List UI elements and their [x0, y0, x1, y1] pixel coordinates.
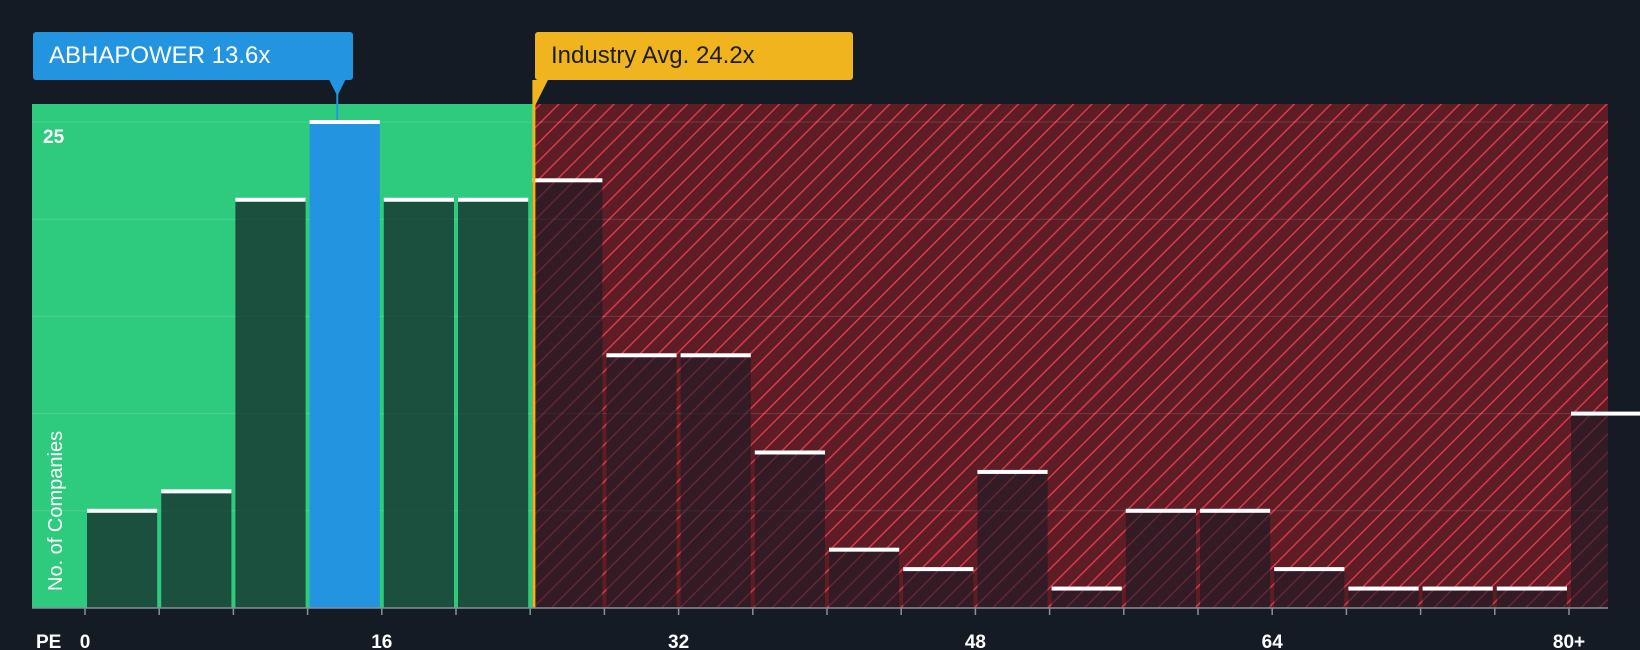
bar-top-cap — [458, 197, 529, 202]
bar-top-cap — [1496, 586, 1567, 591]
x-tick-label: 0 — [80, 632, 91, 650]
histogram-bar — [680, 355, 751, 608]
bar-top-cap — [1200, 508, 1271, 513]
histogram-bar — [977, 471, 1048, 608]
histogram-bar — [606, 355, 677, 608]
histogram-bar — [1051, 588, 1122, 608]
histogram-bar — [754, 452, 825, 608]
y-axis-label: No. of Companies — [45, 431, 67, 591]
histogram-bar — [235, 199, 306, 608]
bar-top-cap — [235, 197, 306, 202]
bar-top-cap — [1571, 411, 1640, 416]
x-tick-label: 48 — [965, 632, 986, 650]
histogram-bar — [903, 569, 974, 608]
bar-top-cap — [903, 567, 974, 572]
histogram-bar — [1200, 510, 1271, 608]
industry-avg-callout: Industry Avg. 24.2x — [535, 32, 853, 80]
bar-top-cap — [977, 469, 1048, 474]
histogram-bar — [383, 199, 454, 608]
bar-top-cap — [1422, 586, 1493, 591]
bar-top-cap — [754, 450, 825, 455]
histogram-bar — [1422, 588, 1493, 608]
histogram-bar — [1496, 588, 1567, 608]
histogram-bar — [1348, 588, 1419, 608]
bar-top-cap — [1125, 508, 1196, 513]
histogram-bar — [1274, 569, 1345, 608]
bar-top-cap — [1348, 586, 1419, 591]
bar-top-cap — [161, 489, 232, 494]
bar-top-cap — [680, 353, 751, 358]
bar-top-cap — [606, 353, 677, 358]
x-tick-label: 80+ — [1553, 632, 1585, 650]
histogram-bar — [458, 199, 529, 608]
histogram-bar — [87, 510, 158, 608]
bar-top-cap — [829, 547, 900, 552]
bar-top-cap — [1051, 586, 1122, 591]
bar-top-cap — [309, 120, 380, 124]
x-tick-label: 64 — [1262, 632, 1284, 650]
industry-avg-pointer — [533, 80, 548, 108]
y-tick-label: 25 — [43, 127, 65, 148]
x-tick-label: 32 — [668, 632, 689, 650]
histogram-bar — [1571, 413, 1640, 608]
histogram-bar — [161, 491, 232, 608]
company-pointer-tip — [329, 80, 346, 96]
histogram-bar — [309, 122, 380, 608]
x-tick-label: 16 — [371, 632, 392, 650]
histogram-bar — [1125, 510, 1196, 608]
bar-top-cap — [532, 178, 603, 183]
company-pe-callout: ABHAPOWER 13.6x — [33, 32, 353, 80]
x-axis-label: PE — [36, 632, 61, 650]
histogram-bar — [829, 549, 900, 608]
bar-top-cap — [87, 508, 158, 513]
histogram-bar — [532, 180, 603, 608]
bar-top-cap — [383, 197, 454, 202]
bar-top-cap — [1274, 567, 1345, 572]
